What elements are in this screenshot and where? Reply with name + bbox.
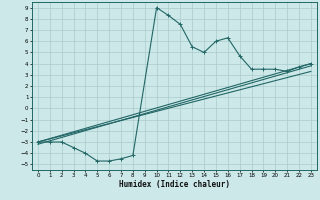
X-axis label: Humidex (Indice chaleur): Humidex (Indice chaleur) (119, 180, 230, 189)
